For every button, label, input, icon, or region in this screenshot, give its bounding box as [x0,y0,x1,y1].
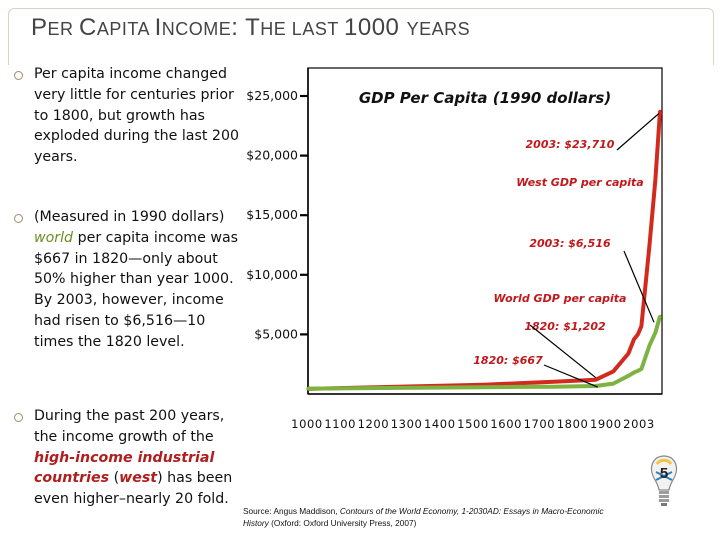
title-part: I [154,14,162,41]
series-point [611,369,615,373]
source-citation: Source: Angus Maddison, Contours of the … [243,505,623,529]
source-suffix: (Oxford: Oxford University Press, 2007) [268,518,417,528]
series-point [516,381,521,385]
slide-title: PER CAPITA INCOME: THE LAST 1000 YEARS [31,14,470,42]
title-part: HE LAST [260,19,344,39]
title-part: 1000 [344,14,407,41]
series-point [636,369,640,373]
series-point [552,380,556,384]
gdp-chart-svg: $5,000 $10,000 $15,000 $20,000 $25,000 1000 11… [246,67,663,431]
series-point [516,385,521,389]
series-line [307,111,662,391]
bullet-segment: high-income industrial countries [34,449,215,487]
series-point [552,385,556,389]
x-tick-label: 1900 [590,417,622,431]
series-point [639,324,643,328]
chart-title: GDP Per Capita (1990 dollars) [359,89,611,107]
x-tick-label: 1800 [557,417,589,431]
series-line [307,315,662,391]
bullet-marker-icon [14,413,23,422]
y-tick-label: $10,000 [246,267,298,282]
annotation-label: 2003: $6,516 [529,237,611,250]
bullet-segment: per capita income was $667 in 1820—only … [34,229,239,350]
y-tick-label: $15,000 [246,207,298,222]
series-point [632,370,636,375]
x-tick-label: 1600 [490,417,522,431]
series-point [306,387,310,391]
series-point [611,382,615,386]
y-tick-label: $5,000 [254,326,298,341]
source-book-title: Contours of the World Economy, 1-2030AD:… [243,506,604,528]
series-point [647,243,652,247]
bullet-segment: Per capita income changed very little fo… [34,66,240,166]
annotation-label: World GDP per capita [494,292,627,305]
series-point [594,378,598,382]
y-tick-label: $20,000 [246,148,298,163]
title-part: C [79,14,97,41]
plot-frame [307,67,663,395]
x-tick-label: 1000 [291,417,323,431]
callout-pointer [623,250,655,323]
source-prefix: Source: Angus Maddison, [243,506,340,516]
x-tick-label: 2003 [623,417,655,431]
series-point [658,314,662,318]
bullet-segment: During the past 200 years, the income gr… [34,408,225,445]
y-tick-label: $25,000 [246,88,298,103]
bullet-marker-icon [14,214,23,223]
bullet-segment: (Measured in 1990 dollars) [34,209,225,225]
bullet-segment: west [119,470,158,487]
title-part: YEARS [406,19,471,39]
series-point [632,337,636,341]
series-point [636,332,640,336]
bullet-segment: ( [109,470,120,487]
bullet-segment: world [34,229,74,246]
bullet-segment: ) has been even higher–nearly 20 fold. [34,470,233,508]
annotation-label: West GDP per capita [516,176,643,189]
x-tick-label: 1500 [457,417,489,431]
title-part: NCOME [161,19,232,39]
series-point [653,177,658,182]
bullet-text: Per capita income changed very little fo… [34,64,249,168]
annotation-label: 1820: $667 [473,354,543,367]
series-point [658,109,662,113]
title-part: ER [47,19,80,39]
title-part: P [31,14,48,41]
bullet-text: During the past 200 years, the income gr… [34,406,249,510]
slide-frame [8,8,714,65]
series-point [626,351,631,356]
bullet-marker-icon [14,71,23,80]
title-part: : T [231,14,261,41]
gdp-chart: $5,000 $10,000 $15,000 $20,000 $25,000 1000 11… [240,60,720,480]
lightbulb-icon: 5 [648,452,680,527]
series-point [639,367,643,371]
series-point [647,343,652,347]
x-tick-label: 1700 [524,417,556,431]
callout-pointer [529,324,597,379]
series-point [626,374,631,378]
series-point [653,331,658,335]
annotation-label: 2003: $23,710 [526,138,615,151]
annotation-label: 1820: $1,202 [524,320,606,333]
x-tick-label: 1200 [358,417,390,431]
page-number: 5 [660,465,668,482]
callout-pointer [543,364,599,388]
x-tick-label: 1100 [324,417,356,431]
x-tick-label: 1300 [391,417,423,431]
series-point [481,385,486,389]
x-tick-label: 1400 [424,417,456,431]
bullet-text: (Measured in 1990 dollars) world per cap… [34,207,249,353]
callout-pointer [616,112,660,151]
title-part: APITA [96,19,155,39]
